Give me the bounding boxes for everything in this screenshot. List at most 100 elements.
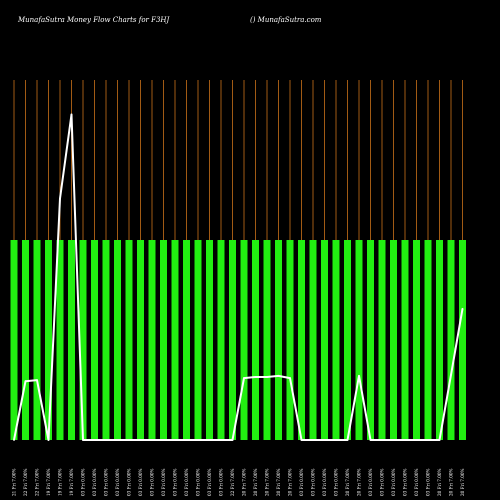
x-tick-label: 20 Fri 7.00% xyxy=(242,468,247,496)
bar xyxy=(45,240,52,440)
x-tick-label: 03 Fri 0.00% xyxy=(219,468,224,496)
bar xyxy=(263,240,271,440)
x-tick-label: 03 Fri 0.00% xyxy=(311,468,316,496)
x-tick-label: 20 Fri 7.00% xyxy=(449,468,454,496)
x-tick-label: 03 Fri 0.00% xyxy=(426,468,431,496)
x-tick-label: 20 Fri 7.00% xyxy=(357,468,362,496)
data-point xyxy=(369,439,372,441)
x-tick-label: 20 Fri 7.00% xyxy=(437,468,442,496)
data-point xyxy=(93,439,96,441)
bar xyxy=(436,240,443,440)
bar xyxy=(148,240,156,440)
data-point xyxy=(197,439,199,441)
x-tick-label: 03 Fri 0.00% xyxy=(115,468,120,496)
bar xyxy=(114,240,121,440)
money-flow-line xyxy=(13,113,464,441)
data-point xyxy=(289,377,291,379)
data-point xyxy=(461,307,464,310)
bar xyxy=(413,240,420,440)
bar xyxy=(367,240,374,440)
x-tick-label: 03 Fri 0.00% xyxy=(161,468,166,496)
bar xyxy=(332,240,340,440)
x-tick-label: 19 Fri 7.00% xyxy=(58,468,63,496)
data-point xyxy=(323,439,326,441)
bar xyxy=(171,240,179,440)
data-point xyxy=(220,439,222,441)
x-tick-label: 20 Fri 7.00% xyxy=(276,468,281,496)
x-tick-label: 03 Fri 0.00% xyxy=(127,468,132,496)
data-point xyxy=(70,113,73,116)
bar xyxy=(344,240,351,440)
bar xyxy=(160,240,167,440)
data-point xyxy=(36,379,38,382)
data-point xyxy=(139,439,142,441)
x-tick-label: 20 Fri 7.00% xyxy=(460,468,465,496)
bar xyxy=(217,240,225,440)
data-point xyxy=(59,197,61,200)
chart-header-title: MunafaSutra Money Flow Charts for F3HJ xyxy=(18,16,170,24)
data-point xyxy=(254,376,257,378)
bar xyxy=(102,240,110,440)
data-point xyxy=(358,375,360,377)
bar xyxy=(355,240,363,440)
bar xyxy=(68,240,75,440)
data-point xyxy=(404,439,406,441)
bar xyxy=(390,240,397,440)
data-point xyxy=(13,439,15,441)
x-tick-label: 03 Fri 0.00% xyxy=(299,468,304,496)
data-point xyxy=(24,380,27,383)
x-tick-label: 03 Fri 0.00% xyxy=(380,468,385,496)
bar xyxy=(401,240,409,440)
data-point xyxy=(277,375,280,377)
bar xyxy=(91,240,98,440)
bar xyxy=(56,240,64,440)
data-point xyxy=(266,376,268,378)
x-tick-label: 19 Fri 7.00% xyxy=(46,468,51,496)
bar xyxy=(22,240,29,440)
bar xyxy=(229,240,236,440)
bar xyxy=(447,240,455,440)
x-tick-label: 03 Fri 0.00% xyxy=(334,468,339,496)
x-tick-label: 21 Fri 7.00% xyxy=(12,468,17,496)
x-tick-label: 03 Fri 0.00% xyxy=(150,468,155,496)
data-point xyxy=(162,439,165,441)
bar xyxy=(206,240,213,440)
bar xyxy=(424,240,432,440)
x-tick-label: 22 Fri 7.00% xyxy=(23,468,28,496)
x-tick-label: 03 Fri 0.00% xyxy=(184,468,189,496)
bar xyxy=(137,240,144,440)
data-point xyxy=(335,439,337,441)
bar xyxy=(183,240,190,440)
x-tick-label: 20 Fri 7.00% xyxy=(265,468,270,496)
data-point xyxy=(243,377,245,379)
data-point xyxy=(346,439,349,441)
data-point xyxy=(381,439,383,441)
data-point xyxy=(392,439,395,441)
x-tick-label: 03 Fri 0.00% xyxy=(81,468,86,496)
x-tick-label: 19 Fri 7.00% xyxy=(69,468,74,496)
bar xyxy=(309,240,317,440)
x-tick-label: 03 Fri 0.00% xyxy=(196,468,201,496)
data-point xyxy=(174,439,176,441)
data-point xyxy=(185,439,188,441)
data-point xyxy=(300,439,303,441)
data-point xyxy=(105,439,107,441)
bar xyxy=(79,240,87,440)
x-tick-label: 03 Fri 0.00% xyxy=(138,468,143,496)
bar xyxy=(286,240,294,440)
site-credit: () MunafaSutra.com xyxy=(250,16,322,24)
bar xyxy=(378,240,386,440)
bar xyxy=(240,240,248,440)
bar xyxy=(252,240,259,440)
bar xyxy=(33,240,41,440)
data-point xyxy=(128,439,130,441)
bar xyxy=(298,240,305,440)
x-tick-label: 22 Fri 7.00% xyxy=(230,468,235,496)
bar xyxy=(10,240,18,440)
data-point xyxy=(415,439,418,441)
data-point xyxy=(312,439,314,441)
data-point xyxy=(47,439,50,441)
bar xyxy=(125,240,133,440)
